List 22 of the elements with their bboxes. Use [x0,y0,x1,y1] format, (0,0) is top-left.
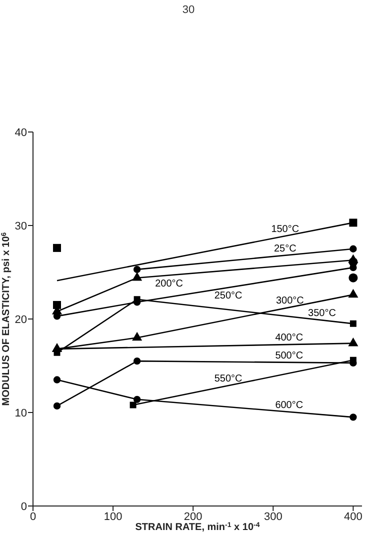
x-axis-title: STRAIN RATE, min$^{-1}$ x 10$^{-4}$ [135,522,260,533]
x-tick-label: 100 [104,510,122,523]
y-tick-label: 40 [14,126,27,139]
series-label: 550°C [214,374,242,385]
series-label: 350°C [308,308,336,320]
series-label: 200°C [155,278,184,290]
series-label: 600°C [275,400,304,411]
y-tick-label: 0 [20,500,27,513]
text: 30 [181,4,196,16]
x-tick-label: 400 [344,510,362,523]
y-tick-label: 10 [14,407,27,420]
series-label: 500°C [275,350,304,362]
x-tick-label: 200 [184,510,202,523]
series-label: 25°C [274,243,296,254]
y-tick-label: 30 [14,220,27,232]
series-label: 250°C [214,290,242,302]
x-tick-label: 300 [264,510,282,523]
y-tick-label: 20 [14,314,27,326]
x-tick-label: 0 [30,510,36,523]
series-label: 150°C [271,224,300,236]
series-label: 300°C [276,295,304,306]
series-label: 400°C [275,332,304,344]
